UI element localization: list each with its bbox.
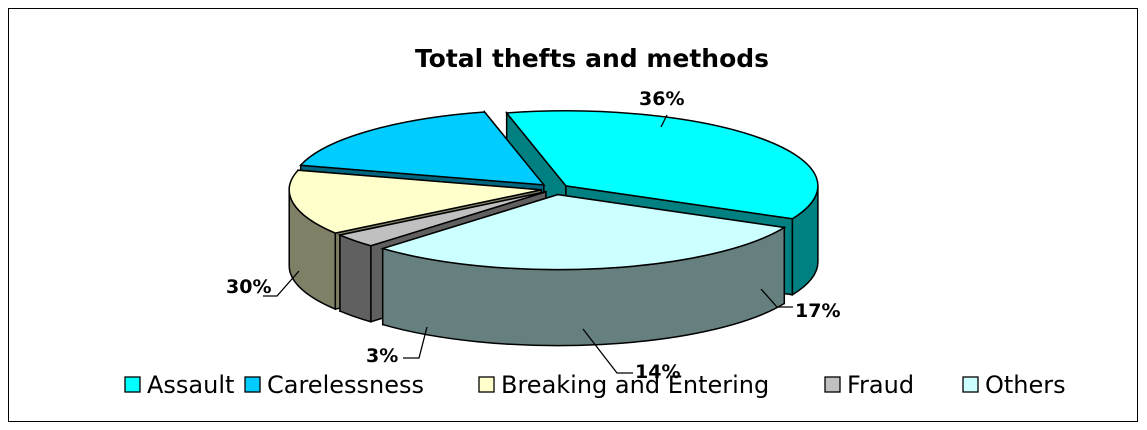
leader-line bbox=[660, 114, 668, 128]
legend-swatch bbox=[124, 376, 141, 393]
pie-slice-fraud[interactable] bbox=[337, 191, 547, 247]
pie-slice-carelessness[interactable] bbox=[299, 111, 546, 186]
chart-frame: Total thefts and methods 36% 17% 14% 3% 30% … bbox=[8, 8, 1138, 422]
leader-line bbox=[582, 328, 633, 374]
legend-swatch bbox=[244, 376, 261, 393]
legend-swatch bbox=[962, 376, 979, 393]
pie-chart: Total thefts and methods 36%17%14%3%30% … bbox=[124, 44, 1066, 399]
legend-entry-fraud: Fraud bbox=[847, 371, 914, 399]
data-label-carelessness: 17% bbox=[795, 300, 840, 322]
data-label-fraud: 3% bbox=[366, 345, 398, 367]
pie-slice-side-fraud bbox=[339, 233, 372, 323]
legend-entry-carelessness: Carelessness bbox=[267, 371, 424, 399]
pie-slice-breaking-and-entering[interactable] bbox=[288, 169, 542, 234]
pie-slice-assault[interactable] bbox=[505, 110, 819, 220]
leader-line bbox=[760, 288, 793, 308]
leader-line bbox=[403, 326, 428, 359]
legend-swatch bbox=[478, 376, 495, 393]
chart-title: Total thefts and methods bbox=[415, 44, 769, 73]
data-label-breaking-and-entering: 14% bbox=[635, 361, 680, 383]
pie-layer bbox=[288, 109, 819, 347]
pie-slice-others[interactable] bbox=[380, 193, 787, 271]
legend: Assault Carelessness Breaking and Entering… bbox=[124, 371, 1066, 399]
legend-entry-others: Others bbox=[985, 371, 1066, 399]
legend-entry-assault: Assault bbox=[147, 371, 234, 399]
leader-line bbox=[263, 270, 300, 297]
data-label-assault: 36% bbox=[639, 88, 684, 110]
legend-swatch bbox=[824, 376, 841, 393]
data-label-others: 30% bbox=[226, 276, 271, 298]
label-layer: 36% 17% 14% 3% 30% bbox=[226, 88, 840, 383]
legend-entry-breaking-and-entering: Breaking and Entering bbox=[501, 371, 769, 399]
